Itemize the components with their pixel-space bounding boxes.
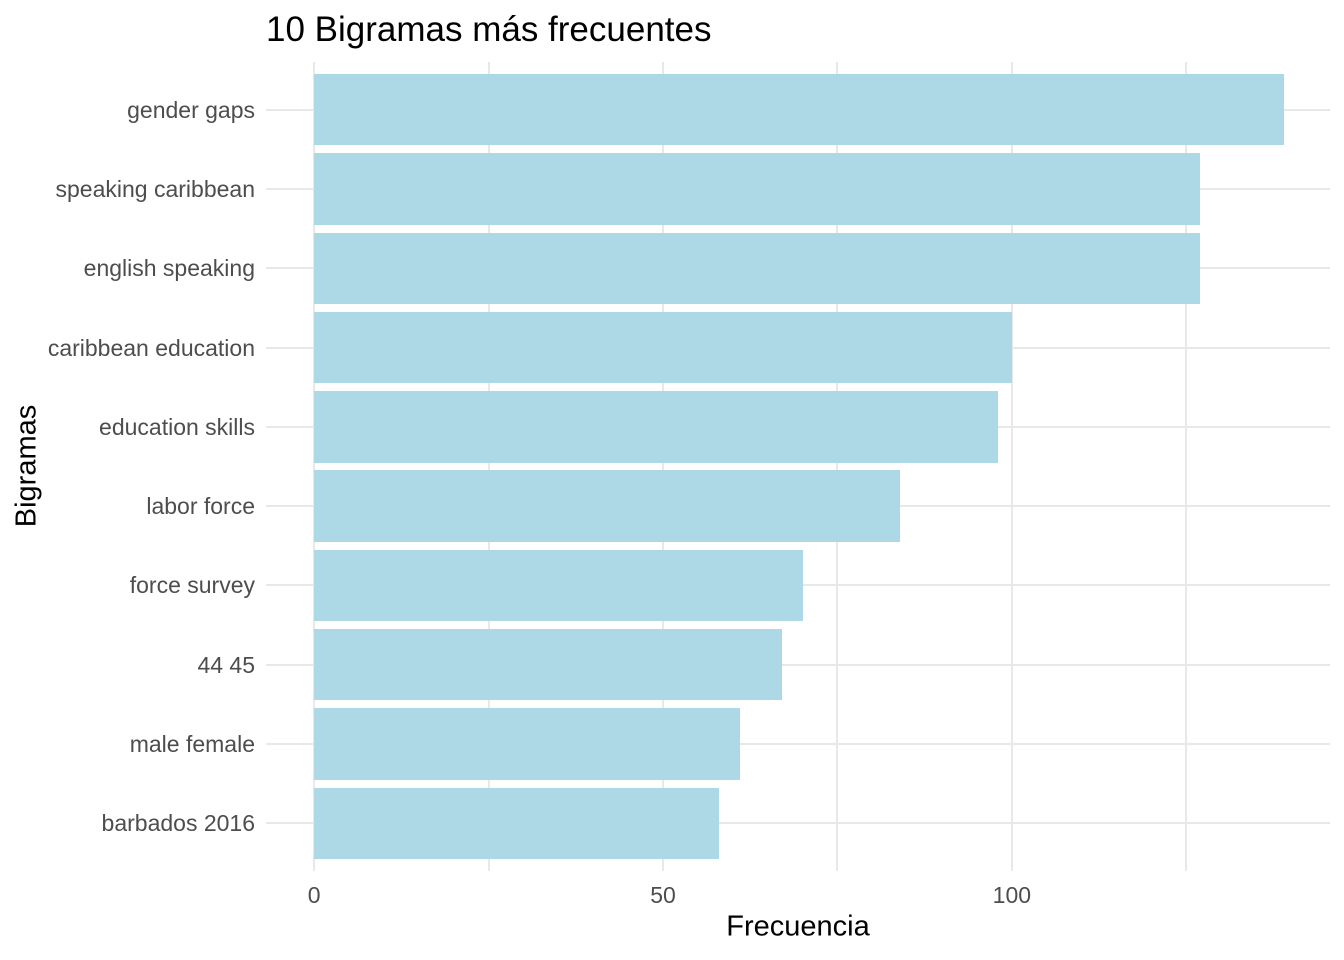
y-tick-label: speaking caribbean xyxy=(55,175,255,202)
bar-education-skills xyxy=(314,391,998,463)
v-gridline-major xyxy=(1010,62,1013,871)
y-tick-label: barbados 2016 xyxy=(101,810,255,837)
bar-barbados-2016 xyxy=(314,787,719,860)
y-tick-label: english speaking xyxy=(83,255,255,282)
x-tick-label: 100 xyxy=(992,882,1032,908)
x-tick-label: 50 xyxy=(650,882,676,908)
bar-speaking-caribbean xyxy=(314,153,1201,225)
bar-gender-gaps xyxy=(314,73,1284,146)
chart-title: 10 Bigramas más frecuentes xyxy=(266,10,712,49)
bar-44-45 xyxy=(314,629,782,701)
y-tick-label: force survey xyxy=(129,572,255,599)
v-gridline-major xyxy=(661,62,664,871)
y-tick-label: male female xyxy=(129,731,255,758)
y-tick-label: labor force xyxy=(146,493,255,520)
v-gridline-major xyxy=(313,62,316,871)
bar-force-survey xyxy=(314,549,803,622)
h-gridline xyxy=(266,822,1330,825)
y-tick-label: gender gaps xyxy=(127,96,255,123)
bar-male-female xyxy=(314,708,740,780)
v-gridline-minor xyxy=(836,62,839,871)
x-axis-title: Frecuencia xyxy=(726,910,870,943)
h-gridline xyxy=(266,663,1330,666)
bar-english-speaking xyxy=(314,232,1201,304)
h-gridline xyxy=(266,743,1330,746)
y-tick-label: 44 45 xyxy=(197,651,255,678)
v-gridline-minor xyxy=(487,62,490,871)
bar-labor-force xyxy=(314,470,901,542)
y-tick-label: caribbean education xyxy=(47,334,255,361)
plot-panel xyxy=(266,62,1330,871)
x-tick-label: 0 xyxy=(307,882,321,908)
bar-caribbean-education xyxy=(314,311,1012,384)
y-tick-label: education skills xyxy=(99,413,255,440)
v-gridline-minor xyxy=(1185,62,1188,871)
